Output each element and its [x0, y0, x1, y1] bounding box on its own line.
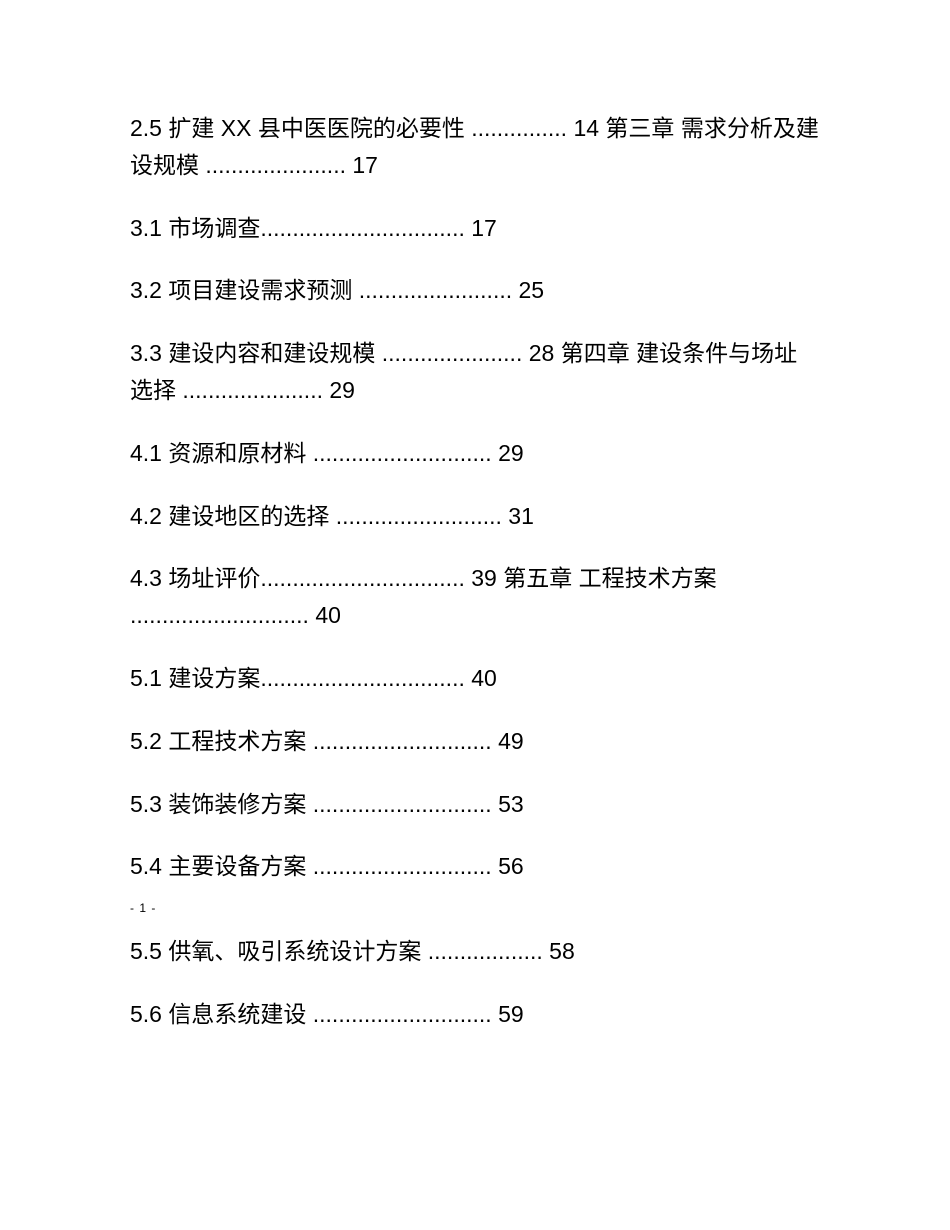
page-number-marker: - 1 -	[130, 901, 820, 915]
toc-entry: 2.5 扩建 XX 县中医医院的必要性 ............... 14 第…	[130, 110, 820, 184]
toc-entry: 5.4 主要设备方案 ............................ …	[130, 848, 820, 885]
toc-entry: 4.2 建设地区的选择 .......................... 3…	[130, 498, 820, 535]
toc-entry: 3.1 市场调查................................…	[130, 210, 820, 247]
toc-entry: 5.1 建设方案................................…	[130, 660, 820, 697]
toc-entry: 4.3 场址评价................................…	[130, 560, 820, 634]
toc-entry: 3.2 项目建设需求预测 ........................ 25	[130, 272, 820, 309]
toc-entry: 4.1 资源和原材料 ............................ …	[130, 435, 820, 472]
toc-entry: 5.3 装饰装修方案 ............................ …	[130, 786, 820, 823]
toc-entry: 5.5 供氧、吸引系统设计方案 .................. 58	[130, 933, 820, 970]
toc-entry: 3.3 建设内容和建设规模 ...................... 28 …	[130, 335, 820, 409]
toc-entry: 5.6 信息系统建设 ............................ …	[130, 996, 820, 1033]
toc-entry: 5.2 工程技术方案 ............................ …	[130, 723, 820, 760]
